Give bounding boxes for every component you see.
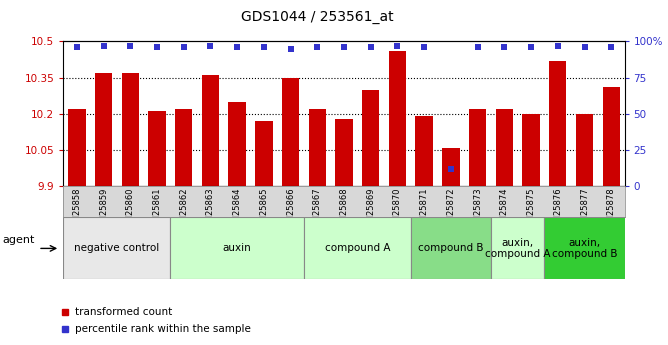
Text: GSM25860: GSM25860 — [126, 188, 135, 233]
Text: GSM25863: GSM25863 — [206, 188, 215, 234]
Text: GSM25872: GSM25872 — [446, 188, 456, 233]
Text: auxin,
compound B: auxin, compound B — [552, 238, 617, 259]
Text: GSM25873: GSM25873 — [473, 188, 482, 234]
Bar — [522, 114, 540, 186]
Point — [152, 45, 162, 50]
Text: compound B: compound B — [418, 244, 484, 253]
Text: GSM25864: GSM25864 — [232, 188, 242, 233]
Text: GSM25861: GSM25861 — [152, 188, 162, 233]
Text: GSM25859: GSM25859 — [99, 188, 108, 233]
Bar — [362, 90, 379, 186]
Text: GSM25870: GSM25870 — [393, 188, 402, 233]
Text: auxin,
compound A: auxin, compound A — [485, 238, 550, 259]
Text: percentile rank within the sample: percentile rank within the sample — [75, 325, 250, 334]
Bar — [63, 217, 170, 279]
Bar — [469, 109, 486, 186]
Point — [232, 45, 242, 50]
Bar — [496, 109, 513, 186]
Text: auxin: auxin — [222, 244, 252, 253]
Text: GSM25874: GSM25874 — [500, 188, 509, 233]
Bar — [68, 109, 86, 186]
Bar — [95, 73, 112, 186]
Text: negative control: negative control — [74, 244, 160, 253]
Bar — [576, 114, 593, 186]
Bar — [255, 121, 273, 186]
Bar — [202, 75, 219, 186]
Bar — [304, 217, 411, 279]
Point — [499, 45, 510, 50]
Bar — [175, 109, 192, 186]
Bar — [122, 73, 139, 186]
Bar — [411, 217, 491, 279]
Point — [472, 45, 483, 50]
Bar — [282, 78, 299, 186]
Bar — [442, 148, 460, 186]
Point — [125, 43, 136, 49]
Text: GSM25871: GSM25871 — [420, 188, 429, 233]
Text: compound A: compound A — [325, 244, 390, 253]
Bar — [148, 111, 166, 186]
Bar — [228, 102, 246, 186]
Bar — [170, 217, 304, 279]
Point — [285, 46, 296, 51]
Bar — [544, 217, 625, 279]
Point — [446, 166, 456, 172]
Text: GSM25875: GSM25875 — [526, 188, 536, 233]
Point — [98, 43, 109, 49]
Point — [205, 43, 216, 49]
Bar — [309, 109, 326, 186]
Point — [71, 45, 82, 50]
Point — [312, 45, 323, 50]
Text: GSM25866: GSM25866 — [286, 188, 295, 234]
Text: transformed count: transformed count — [75, 307, 172, 317]
Bar — [389, 51, 406, 186]
Point — [526, 45, 536, 50]
Text: GSM25877: GSM25877 — [580, 188, 589, 234]
Text: GSM25878: GSM25878 — [607, 188, 616, 234]
Text: GSM25876: GSM25876 — [553, 188, 562, 234]
Bar — [415, 116, 433, 186]
Bar — [335, 119, 353, 186]
Point — [392, 43, 403, 49]
Point — [606, 45, 617, 50]
Point — [178, 45, 189, 50]
Point — [552, 43, 563, 49]
Bar — [491, 217, 544, 279]
Text: GSM25858: GSM25858 — [72, 188, 81, 233]
Point — [339, 45, 349, 50]
Text: GSM25862: GSM25862 — [179, 188, 188, 233]
Text: GSM25868: GSM25868 — [339, 188, 349, 234]
Text: GSM25869: GSM25869 — [366, 188, 375, 233]
Text: GDS1044 / 253561_at: GDS1044 / 253561_at — [241, 10, 393, 24]
Text: GSM25867: GSM25867 — [313, 188, 322, 234]
Point — [579, 45, 590, 50]
Point — [419, 45, 430, 50]
Text: agent: agent — [2, 235, 34, 245]
Point — [365, 45, 376, 50]
Bar — [603, 87, 620, 186]
Point — [259, 45, 269, 50]
Bar — [549, 61, 566, 186]
Text: GSM25865: GSM25865 — [259, 188, 269, 233]
